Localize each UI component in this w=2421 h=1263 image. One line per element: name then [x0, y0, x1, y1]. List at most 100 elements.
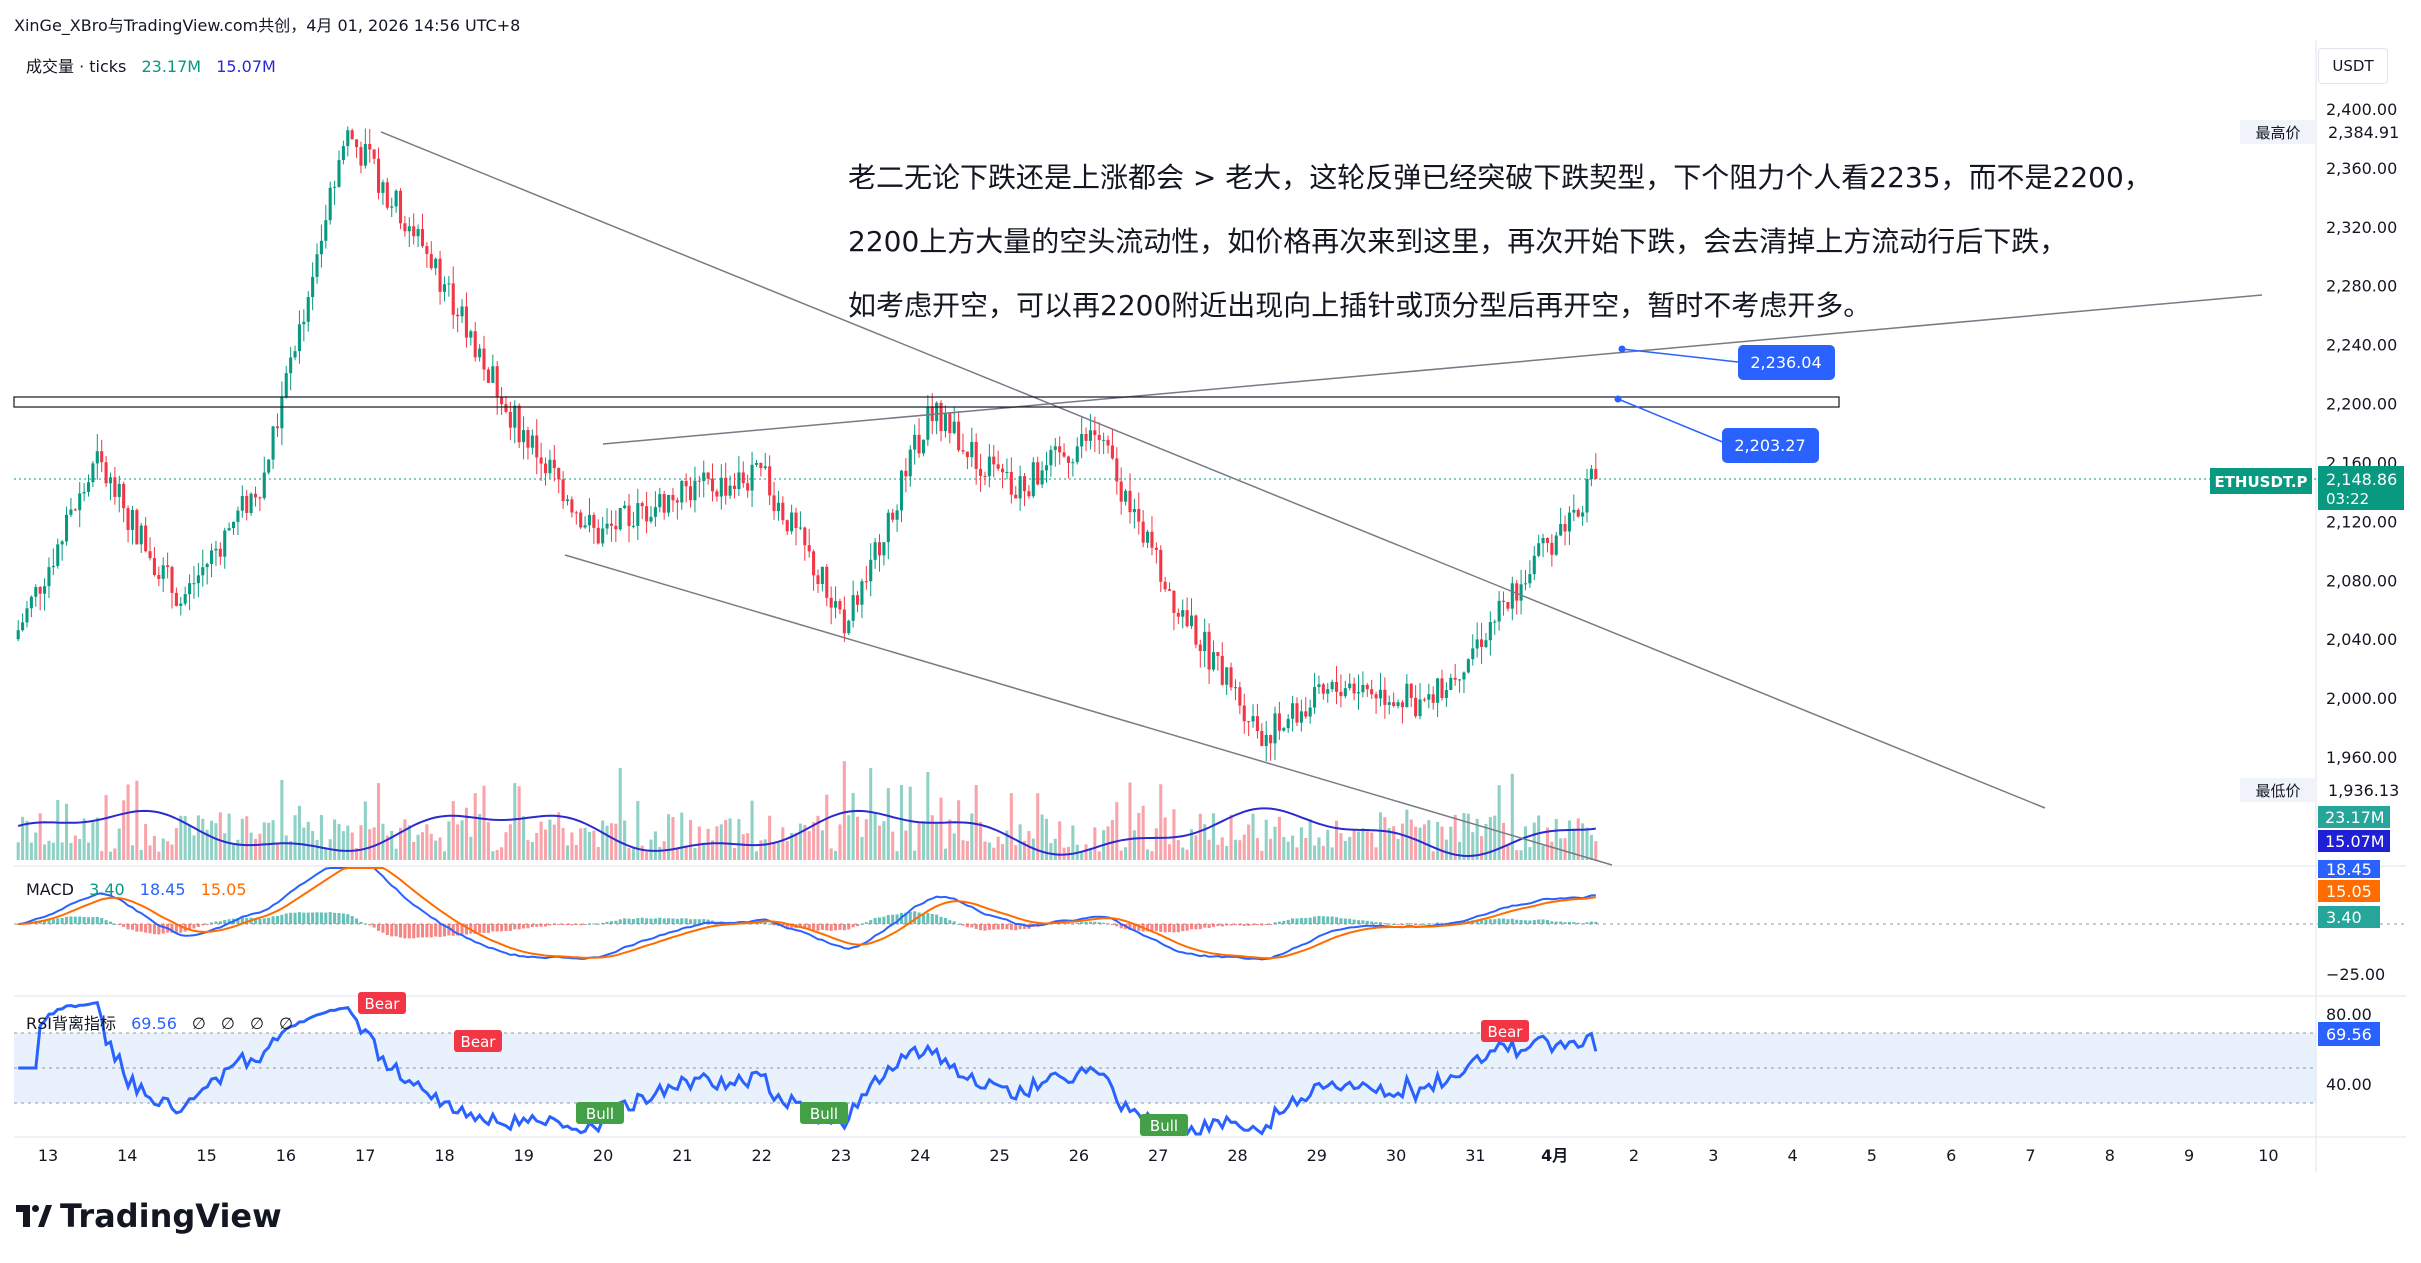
candle-body: [1203, 631, 1207, 652]
candle-body: [174, 592, 178, 606]
volume-bar: [1414, 826, 1418, 860]
callout-2203[interactable]: 2,203.27: [1722, 428, 1819, 463]
wedge-upper-trendline[interactable]: [380, 131, 2046, 809]
macd-hist-bar: [95, 916, 99, 924]
candle-body: [319, 240, 323, 255]
rsi-legend[interactable]: RSI背离指标 69.56 ∅ ∅ ∅ ∅: [26, 1010, 293, 1034]
macd-hist-bar: [407, 924, 411, 939]
time-tick-0: 13: [38, 1146, 58, 1165]
macd-hist-bar: [1392, 923, 1396, 925]
macd-hist-bar: [508, 924, 512, 931]
macd-hist-bar: [227, 919, 231, 924]
volume-legend[interactable]: 成交量 · ticks 23.17M 15.07M: [26, 53, 276, 77]
text-annotation[interactable]: 老二无论下跌还是上涨都会 > 老大，这轮反弹已经突破下跌契型，下个阻力个人看22…: [848, 146, 2152, 338]
volume-bar: [1172, 809, 1176, 860]
candle-body: [82, 491, 86, 494]
macd-hist-bar: [104, 920, 108, 924]
chart-header: XinGe_XBro与TradingView.com共创，4月 01, 2026…: [14, 16, 521, 35]
candle-body: [746, 483, 750, 491]
volume-bar: [636, 801, 640, 860]
candle-body: [834, 601, 838, 608]
macd-hist-bar: [847, 924, 851, 930]
macd-hist-bar: [271, 916, 275, 924]
macd-hist-bar: [478, 924, 482, 933]
volume-bar: [776, 842, 780, 860]
macd-hist-bar: [328, 912, 332, 924]
volume-bar: [346, 825, 350, 860]
callout-2203-label: 2,203.27: [1734, 436, 1805, 455]
volume-bar: [1176, 840, 1180, 860]
macd-hist-bar: [253, 918, 258, 924]
macd-hist-bar: [1194, 924, 1198, 930]
macd-hist-bar: [961, 924, 965, 926]
candle-body: [78, 493, 82, 511]
volume-bar: [385, 835, 389, 860]
candle-body: [135, 509, 139, 545]
candle-body: [1154, 547, 1158, 550]
macd-hist-bar: [1545, 919, 1550, 924]
wedge-lower-trendline[interactable]: [564, 554, 1613, 866]
time-tick-14: 27: [1148, 1146, 1168, 1165]
volume-bar: [398, 827, 403, 860]
rsi-legend-v5: ∅: [279, 1014, 294, 1033]
volume-bar: [126, 784, 130, 860]
price-tick-11: 1,960.00: [2326, 748, 2397, 767]
volume-bar: [781, 827, 785, 860]
macd-histogram: [16, 911, 1598, 939]
candle-body: [1374, 694, 1378, 699]
macd-hist-bar: [188, 924, 192, 930]
volume-bar: [1370, 832, 1374, 860]
macd-hist-bar: [223, 919, 227, 924]
volume-bar: [557, 812, 561, 860]
volume-bar: [368, 829, 372, 860]
volume-bar: [1510, 773, 1514, 860]
volume-bar: [113, 848, 117, 860]
macd-hist-bar: [772, 924, 776, 926]
volume-bar: [517, 786, 521, 860]
candle-body: [1585, 478, 1589, 513]
candle-body: [1501, 600, 1506, 603]
volume-bar: [117, 828, 121, 860]
candle-body: [1440, 678, 1444, 698]
macd-hist-bar: [689, 919, 693, 924]
candle-body: [574, 512, 578, 514]
macd-hist-bar: [196, 924, 200, 927]
candle-body: [684, 481, 688, 487]
tradingview-logo[interactable]: TradingView: [16, 1197, 282, 1235]
macd-hist-bar: [1247, 924, 1251, 926]
candle-body: [1097, 435, 1101, 441]
rising-trendline[interactable]: [602, 294, 2263, 445]
rsi-signal-label: Bear: [1488, 1023, 1524, 1041]
macd-hist-bar: [394, 924, 398, 937]
volume-bar: [1141, 805, 1145, 860]
macd-hist-bar: [69, 916, 73, 924]
macd-hist-bar: [135, 924, 139, 932]
volume-bar: [1211, 813, 1216, 860]
macd-hist-bar: [284, 913, 288, 924]
candle-body: [965, 451, 969, 458]
candle-body: [970, 441, 974, 458]
callout-2236[interactable]: 2,236.04: [1738, 345, 1835, 380]
candle-body: [1541, 537, 1545, 544]
candle-body: [324, 220, 328, 241]
volume-bar: [100, 851, 104, 860]
macd-hist-bar: [363, 923, 367, 925]
volume-bar: [201, 818, 205, 860]
currency-selector[interactable]: USDT: [2318, 48, 2388, 84]
candle-body: [1255, 716, 1259, 732]
volume-bar: [1185, 849, 1189, 860]
macd-hist-bar: [1436, 922, 1440, 924]
macd-hist-bar: [948, 920, 952, 924]
volume-bar: [1392, 826, 1396, 860]
volume-bar: [614, 823, 618, 860]
macd-hist-bar: [319, 912, 323, 924]
macd-hist-bar: [1066, 922, 1071, 924]
candle-body: [1576, 509, 1580, 517]
macd-legend[interactable]: MACD 3.40 18.45 15.05: [26, 880, 247, 899]
volume-bar: [719, 824, 723, 860]
volume-legend-name: 成交量 · ticks: [26, 57, 127, 76]
macd-hist-bar: [979, 924, 983, 931]
macd-hist-bar: [214, 921, 218, 924]
resistance-zone[interactable]: [13, 396, 1840, 408]
